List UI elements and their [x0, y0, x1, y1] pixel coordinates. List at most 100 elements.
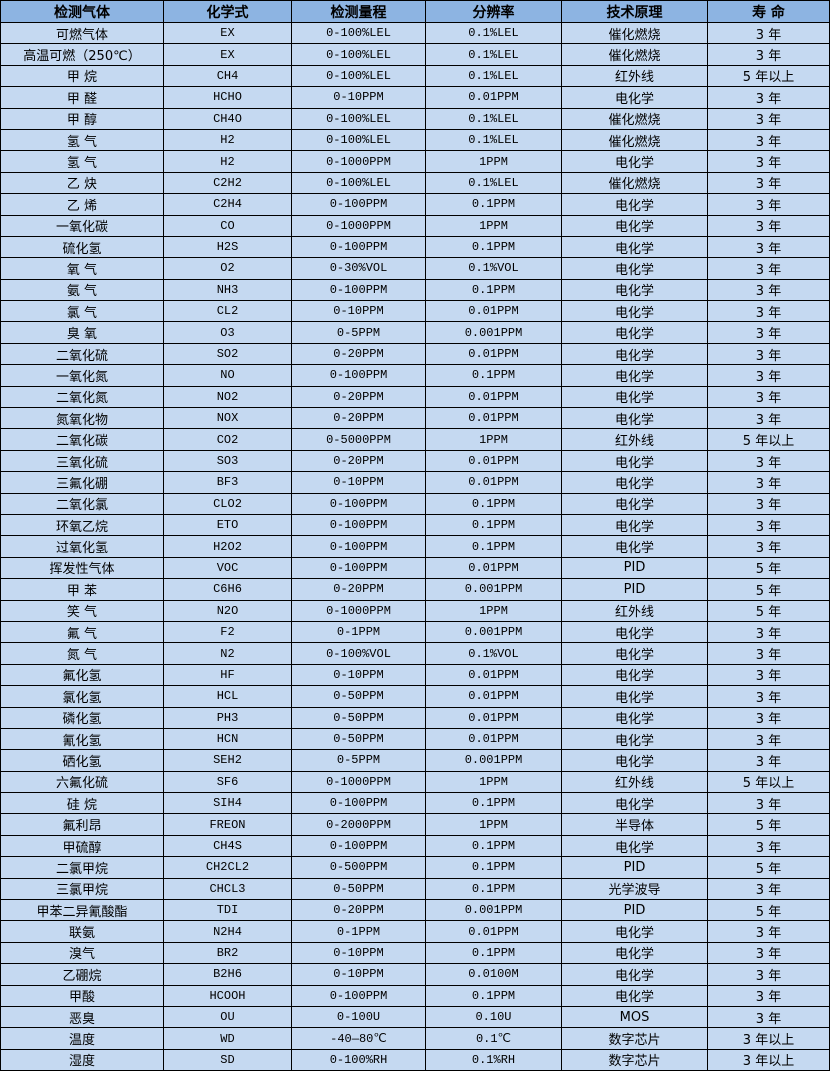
table-row: 恶臭 OU 0-100U 0.10U MOS 3 年: [0, 1005, 830, 1029]
formula-cell: F2: [163, 620, 292, 644]
range-cell: 0-20PPM: [291, 899, 426, 922]
resolution-cell: 0.01PPM: [425, 407, 562, 430]
lifespan-cell: 3 年: [707, 21, 830, 45]
table-row: 硅 烷 SIH4 0-100PPM 0.1PPM 电化学 3 年: [0, 792, 830, 815]
table-row: 甲苯二异氰酸酯 TDI 0-20PPM 0.001PPM PID 5 年: [0, 899, 830, 922]
range-cell: 0-30%VOL: [291, 257, 426, 280]
range-cell: 0-10PPM: [291, 86, 426, 109]
resolution-cell: 0.01PPM: [425, 663, 562, 687]
principle-cell: 电化学: [561, 86, 708, 109]
table-row: 六氟化硫 SF6 0-1000PPM 1PPM 红外线 5 年以上: [0, 770, 830, 794]
gas-name-cell: 甲苯二异氰酸酯: [0, 899, 164, 922]
range-cell: 0-500PPM: [291, 856, 426, 879]
resolution-cell: 0.1PPM: [425, 492, 562, 515]
resolution-cell: 0.1PPM: [425, 877, 562, 901]
lifespan-cell: 3 年: [707, 107, 830, 130]
resolution-cell: 0.1PPM: [425, 513, 562, 537]
resolution-cell: 0.01PPM: [425, 449, 562, 473]
range-cell: 0-100%LEL: [291, 64, 426, 88]
principle-cell: 催化燃烧: [561, 21, 708, 45]
range-cell: 0-100%RH: [291, 1048, 426, 1072]
resolution-cell: 0.1%LEL: [425, 128, 562, 152]
gas-name-cell: 磷化氢: [0, 706, 164, 729]
resolution-cell: 0.001PPM: [425, 578, 562, 601]
principle-cell: 催化燃烧: [561, 128, 708, 152]
principle-cell: 催化燃烧: [561, 107, 708, 130]
principle-cell: 电化学: [561, 321, 708, 344]
table-row: 二氧化碳 CO2 0-5000PPM 1PPM 红外线 5 年以上: [0, 428, 830, 451]
lifespan-cell: 3 年: [707, 834, 830, 858]
range-cell: 0-100%VOL: [291, 642, 426, 665]
principle-cell: PID: [561, 856, 708, 879]
range-cell: 0-1000PPM: [291, 599, 426, 622]
range-cell: 0-10PPM: [291, 941, 426, 965]
gas-name-cell: 臭 氧: [0, 321, 164, 344]
resolution-cell: 1PPM: [425, 770, 562, 794]
gas-name-cell: 氟 气: [0, 620, 164, 644]
table-row: 硫化氢 H2S 0-100PPM 0.1PPM 电化学 3 年: [0, 235, 830, 259]
lifespan-cell: 3 年: [707, 792, 830, 815]
formula-cell: CH2CL2: [163, 856, 292, 879]
table-row: 氯 气 CL2 0-10PPM 0.01PPM 电化学 3 年: [0, 300, 830, 323]
range-cell: 0-10PPM: [291, 663, 426, 687]
table-row: 一氧化氮 NO 0-100PPM 0.1PPM 电化学 3 年: [0, 364, 830, 387]
principle-cell: 电化学: [561, 984, 708, 1007]
principle-cell: 电化学: [561, 471, 708, 494]
principle-cell: PID: [561, 578, 708, 601]
table-row: 二氯甲烷 CH2CL2 0-500PPM 0.1PPM PID 5 年: [0, 856, 830, 879]
gas-name-cell: 乙硼烷: [0, 963, 164, 986]
range-cell: 0-100PPM: [291, 235, 426, 259]
lifespan-cell: 3 年: [707, 663, 830, 687]
resolution-cell: 0.1%LEL: [425, 107, 562, 130]
formula-cell: EX: [163, 43, 292, 66]
principle-cell: 电化学: [561, 706, 708, 729]
formula-cell: CH4O: [163, 107, 292, 130]
resolution-cell: 0.001PPM: [425, 620, 562, 644]
table-row: 可燃气体 EX 0-100%LEL 0.1%LEL 催化燃烧 3 年: [0, 21, 830, 45]
range-cell: 0-5PPM: [291, 749, 426, 772]
principle-cell: 电化学: [561, 727, 708, 751]
table-row: 一氧化碳 CO 0-1000PPM 1PPM 电化学 3 年: [0, 214, 830, 237]
lifespan-cell: 3 年: [707, 214, 830, 237]
resolution-cell: 0.1%LEL: [425, 64, 562, 88]
table-row: 氮氧化物 NOX 0-20PPM 0.01PPM 电化学 3 年: [0, 407, 830, 430]
gas-name-cell: 甲 苯: [0, 578, 164, 601]
lifespan-cell: 3 年: [707, 706, 830, 729]
principle-cell: 电化学: [561, 214, 708, 237]
gas-name-cell: 二氧化氯: [0, 492, 164, 515]
formula-cell: C2H4: [163, 193, 292, 216]
principle-cell: 电化学: [561, 364, 708, 387]
resolution-cell: 0.1PPM: [425, 941, 562, 965]
range-cell: 0-100PPM: [291, 278, 426, 302]
range-cell: 0-100PPM: [291, 513, 426, 537]
formula-cell: TDI: [163, 899, 292, 922]
table-row: 氰化氢 HCN 0-50PPM 0.01PPM 电化学 3 年: [0, 727, 830, 751]
lifespan-cell: 3 年: [707, 342, 830, 366]
header-lifespan: 寿 命: [707, 0, 830, 23]
resolution-cell: 0.01PPM: [425, 300, 562, 323]
table-row: 三氟化硼 BF3 0-10PPM 0.01PPM 电化学 3 年: [0, 471, 830, 494]
range-cell: 0-100PPM: [291, 792, 426, 815]
resolution-cell: 0.01PPM: [425, 342, 562, 366]
principle-cell: 红外线: [561, 770, 708, 794]
gas-name-cell: 氧 气: [0, 257, 164, 280]
range-cell: 0-100%LEL: [291, 107, 426, 130]
formula-cell: VOC: [163, 556, 292, 580]
table-row: 氟 气 F2 0-1PPM 0.001PPM 电化学 3 年: [0, 620, 830, 644]
range-cell: 0-100PPM: [291, 492, 426, 515]
formula-cell: WD: [163, 1027, 292, 1050]
lifespan-cell: 3 年: [707, 171, 830, 195]
gas-name-cell: 二氧化氮: [0, 385, 164, 409]
gas-name-cell: 湿度: [0, 1048, 164, 1072]
table-row: 湿度 SD 0-100%RH 0.1%RH 数字芯片 3 年以上: [0, 1048, 830, 1072]
gas-name-cell: 三氯甲烷: [0, 877, 164, 901]
gas-name-cell: 二氯甲烷: [0, 856, 164, 879]
formula-cell: NOX: [163, 407, 292, 430]
lifespan-cell: 3 年: [707, 385, 830, 409]
gas-name-cell: 氢 气: [0, 150, 164, 173]
principle-cell: 电化学: [561, 193, 708, 216]
table-row: 甲硫醇 CH4S 0-100PPM 0.1PPM 电化学 3 年: [0, 834, 830, 858]
resolution-cell: 0.1%VOL: [425, 642, 562, 665]
table-row: 氟利昂 FREON 0-2000PPM 1PPM 半导体 5 年: [0, 813, 830, 836]
resolution-cell: 0.001PPM: [425, 321, 562, 344]
